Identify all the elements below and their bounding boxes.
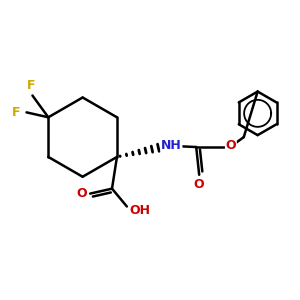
Text: O: O [194,178,205,191]
Text: OH: OH [129,204,150,217]
Text: O: O [76,187,87,200]
Text: F: F [27,79,36,92]
Text: NH: NH [161,139,182,152]
Text: O: O [226,139,236,152]
Text: F: F [12,106,21,119]
